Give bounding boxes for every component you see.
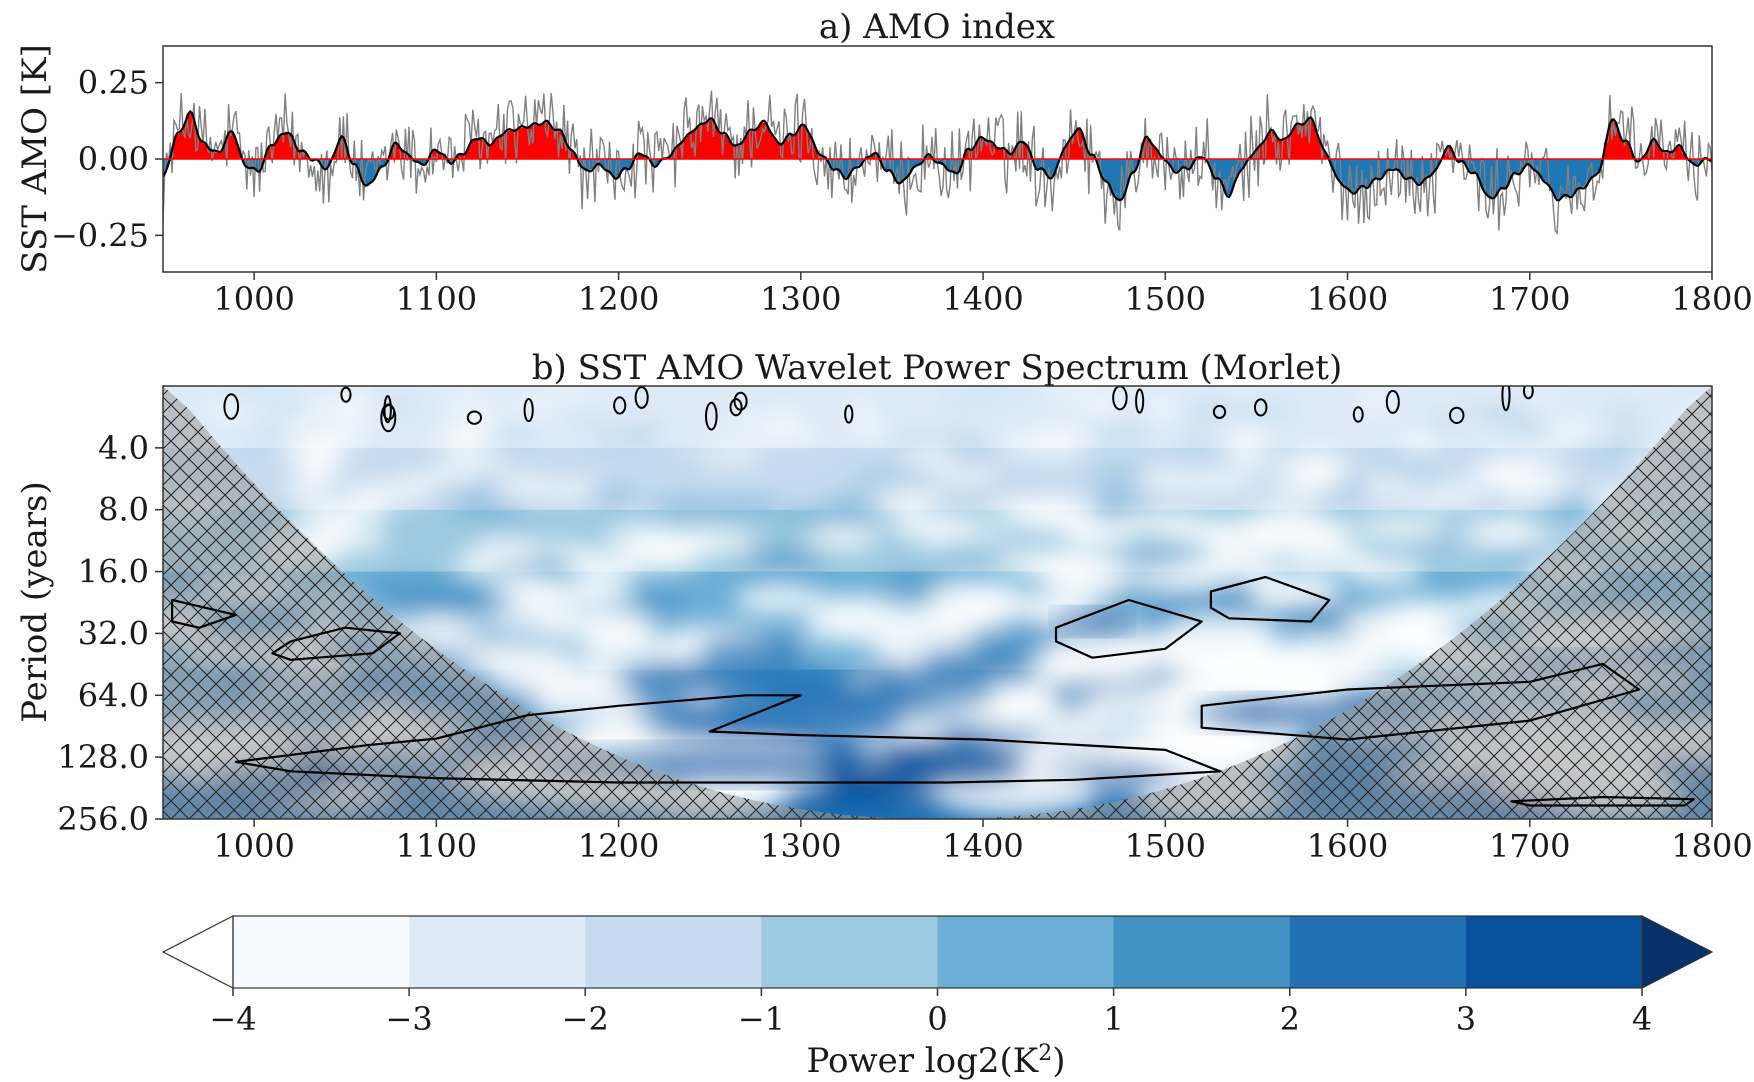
colorbar-tick-label: −2 <box>562 1000 609 1038</box>
colorbar-tick-label: −4 <box>209 1000 256 1038</box>
panel-b-x-tick-label: 1400 <box>942 827 1023 865</box>
panel-b-wavelet-spectrum: b) SST AMO Wavelet Power Spectrum (Morle… <box>15 348 1753 865</box>
panel-b-title: b) SST AMO Wavelet Power Spectrum (Morle… <box>532 348 1342 388</box>
colorbar-tick-label: 1 <box>1103 1000 1123 1038</box>
colorbar: −4 −3 −2 −1 0 1 2 3 4 Power log2(K2) <box>161 915 1714 1081</box>
colorbar-tick-label: 2 <box>1280 1000 1300 1038</box>
panel-a-x-tick-label: 1300 <box>760 280 841 318</box>
panel-b-x-tick-label: 1300 <box>760 827 841 865</box>
high-power-region <box>1052 609 1133 634</box>
panel-a-x-tick-label: 1400 <box>942 280 1023 318</box>
colorbar-segment <box>1465 916 1643 988</box>
panel-b-y-tick-label: 128.0 <box>57 738 149 776</box>
panel-a-x-tick-label: 1600 <box>1307 280 1388 318</box>
colorbar-tick-label: −1 <box>738 1000 785 1038</box>
colorbar-segment <box>585 916 762 988</box>
panel-a-ticks: 1000 1100 1200 1300 1400 1500 1600 1700 1800 0.25… <box>51 64 1753 318</box>
panel-b-plot-area <box>163 386 1712 819</box>
panel-a-x-tick-label: 1000 <box>213 280 294 318</box>
significance-contour <box>1448 406 1465 424</box>
significance-contour <box>1135 388 1145 414</box>
panel-a-y-tick-label: 0.00 <box>78 140 149 178</box>
significance-contour <box>634 386 649 409</box>
significance-contour <box>1209 575 1331 623</box>
panel-a-plot-area <box>163 90 1712 236</box>
significance-contour <box>1212 404 1227 419</box>
significance-contour <box>223 393 240 420</box>
panel-a-x-tick-label: 1200 <box>578 280 659 318</box>
panel-a-y-tick-label: 0.25 <box>78 64 149 102</box>
significance-contour <box>733 391 748 411</box>
panel-b-x-tick-label: 1000 <box>213 827 294 865</box>
significance-contour <box>1501 386 1511 412</box>
panel-a-x-tick-label: 1500 <box>1125 280 1206 318</box>
panel-b-x-tick-label: 1100 <box>396 827 477 865</box>
panel-a-x-tick-label: 1700 <box>1489 280 1570 318</box>
colorbar-tick-label: 4 <box>1632 1000 1652 1038</box>
significance-contour <box>729 398 743 417</box>
significance-contour <box>1253 398 1268 417</box>
panel-b-y-tick-label: 4.0 <box>98 429 149 467</box>
colorbar-tick-label: 0 <box>927 1000 947 1038</box>
colorbar-extend-low <box>161 915 234 989</box>
panel-b-y-tick-label: 32.0 <box>78 614 149 652</box>
panel-a-x-tick-label: 1100 <box>396 280 477 318</box>
cone-of-influence-hatch <box>163 386 1712 819</box>
panel-b-ticks: 1000 1100 1200 1300 1400 1500 1600 1700 1800 4.0 8… <box>57 429 1752 865</box>
panel-b-y-tick-label: 8.0 <box>98 491 149 529</box>
panel-a-x-tick-label: 1800 <box>1671 280 1752 318</box>
panel-b-x-tick-label: 1200 <box>578 827 659 865</box>
significance-contour <box>844 404 854 424</box>
colorbar-tick-label: −3 <box>386 1000 433 1038</box>
colorbar-segment <box>409 916 586 988</box>
amo-smoothed-series <box>163 109 1712 202</box>
significance-contour <box>466 410 482 425</box>
colorbar-body <box>161 915 1714 989</box>
significance-contour <box>1385 389 1400 414</box>
panel-a-amo-index: a) AMO index SST AMO [K] 1000 1100 1200 130… <box>15 7 1753 318</box>
amo-negative-area <box>163 159 1712 202</box>
significance-contour <box>1522 386 1534 400</box>
significance-contour <box>1352 406 1364 423</box>
panel-b-y-tick-label: 256.0 <box>57 800 149 838</box>
panel-b-x-tick-label: 1800 <box>1671 827 1752 865</box>
significance-contour <box>171 598 237 629</box>
significance-contour <box>1200 662 1641 741</box>
colorbar-segment <box>1113 916 1291 988</box>
panel-a-y-axis-label: SST AMO [K] <box>15 44 55 273</box>
panel-b-y-tick-label: 64.0 <box>78 676 149 714</box>
colorbar-tick-label: 3 <box>1456 1000 1476 1038</box>
significance-contour <box>705 401 718 431</box>
panel-b-frame <box>162 385 1713 820</box>
panel-b-x-tick-label: 1500 <box>1125 827 1206 865</box>
significance-contour <box>523 398 534 423</box>
panel-b-x-tick-label: 1600 <box>1307 827 1388 865</box>
colorbar-segment <box>1289 916 1467 988</box>
colorbar-ticks: −4 −3 −2 −1 0 1 2 3 4 <box>209 988 1652 1038</box>
significance-contour <box>380 403 397 433</box>
significance-contour <box>340 386 352 403</box>
colorbar-label: Power log2(K2) <box>807 1041 1066 1081</box>
panel-a-y-tick-label: −0.25 <box>51 216 149 254</box>
colorbar-segment <box>761 916 938 988</box>
colorbar-extend-high <box>1641 915 1714 989</box>
panel-b-x-tick-label: 1700 <box>1489 827 1570 865</box>
colorbar-segment <box>937 916 1115 988</box>
significance-contour <box>1510 795 1695 807</box>
panel-b-y-tick-label: 16.0 <box>78 553 149 591</box>
significance-contour <box>613 396 627 415</box>
significance-contour <box>234 694 1222 784</box>
significance-contour <box>271 626 401 661</box>
significance-contour <box>1054 598 1203 659</box>
amo-raw-series <box>163 90 1712 236</box>
panel-b-y-axis-label: Period (years) <box>15 481 55 722</box>
panel-a-title: a) AMO index <box>819 7 1055 47</box>
colorbar-segment <box>233 916 410 988</box>
